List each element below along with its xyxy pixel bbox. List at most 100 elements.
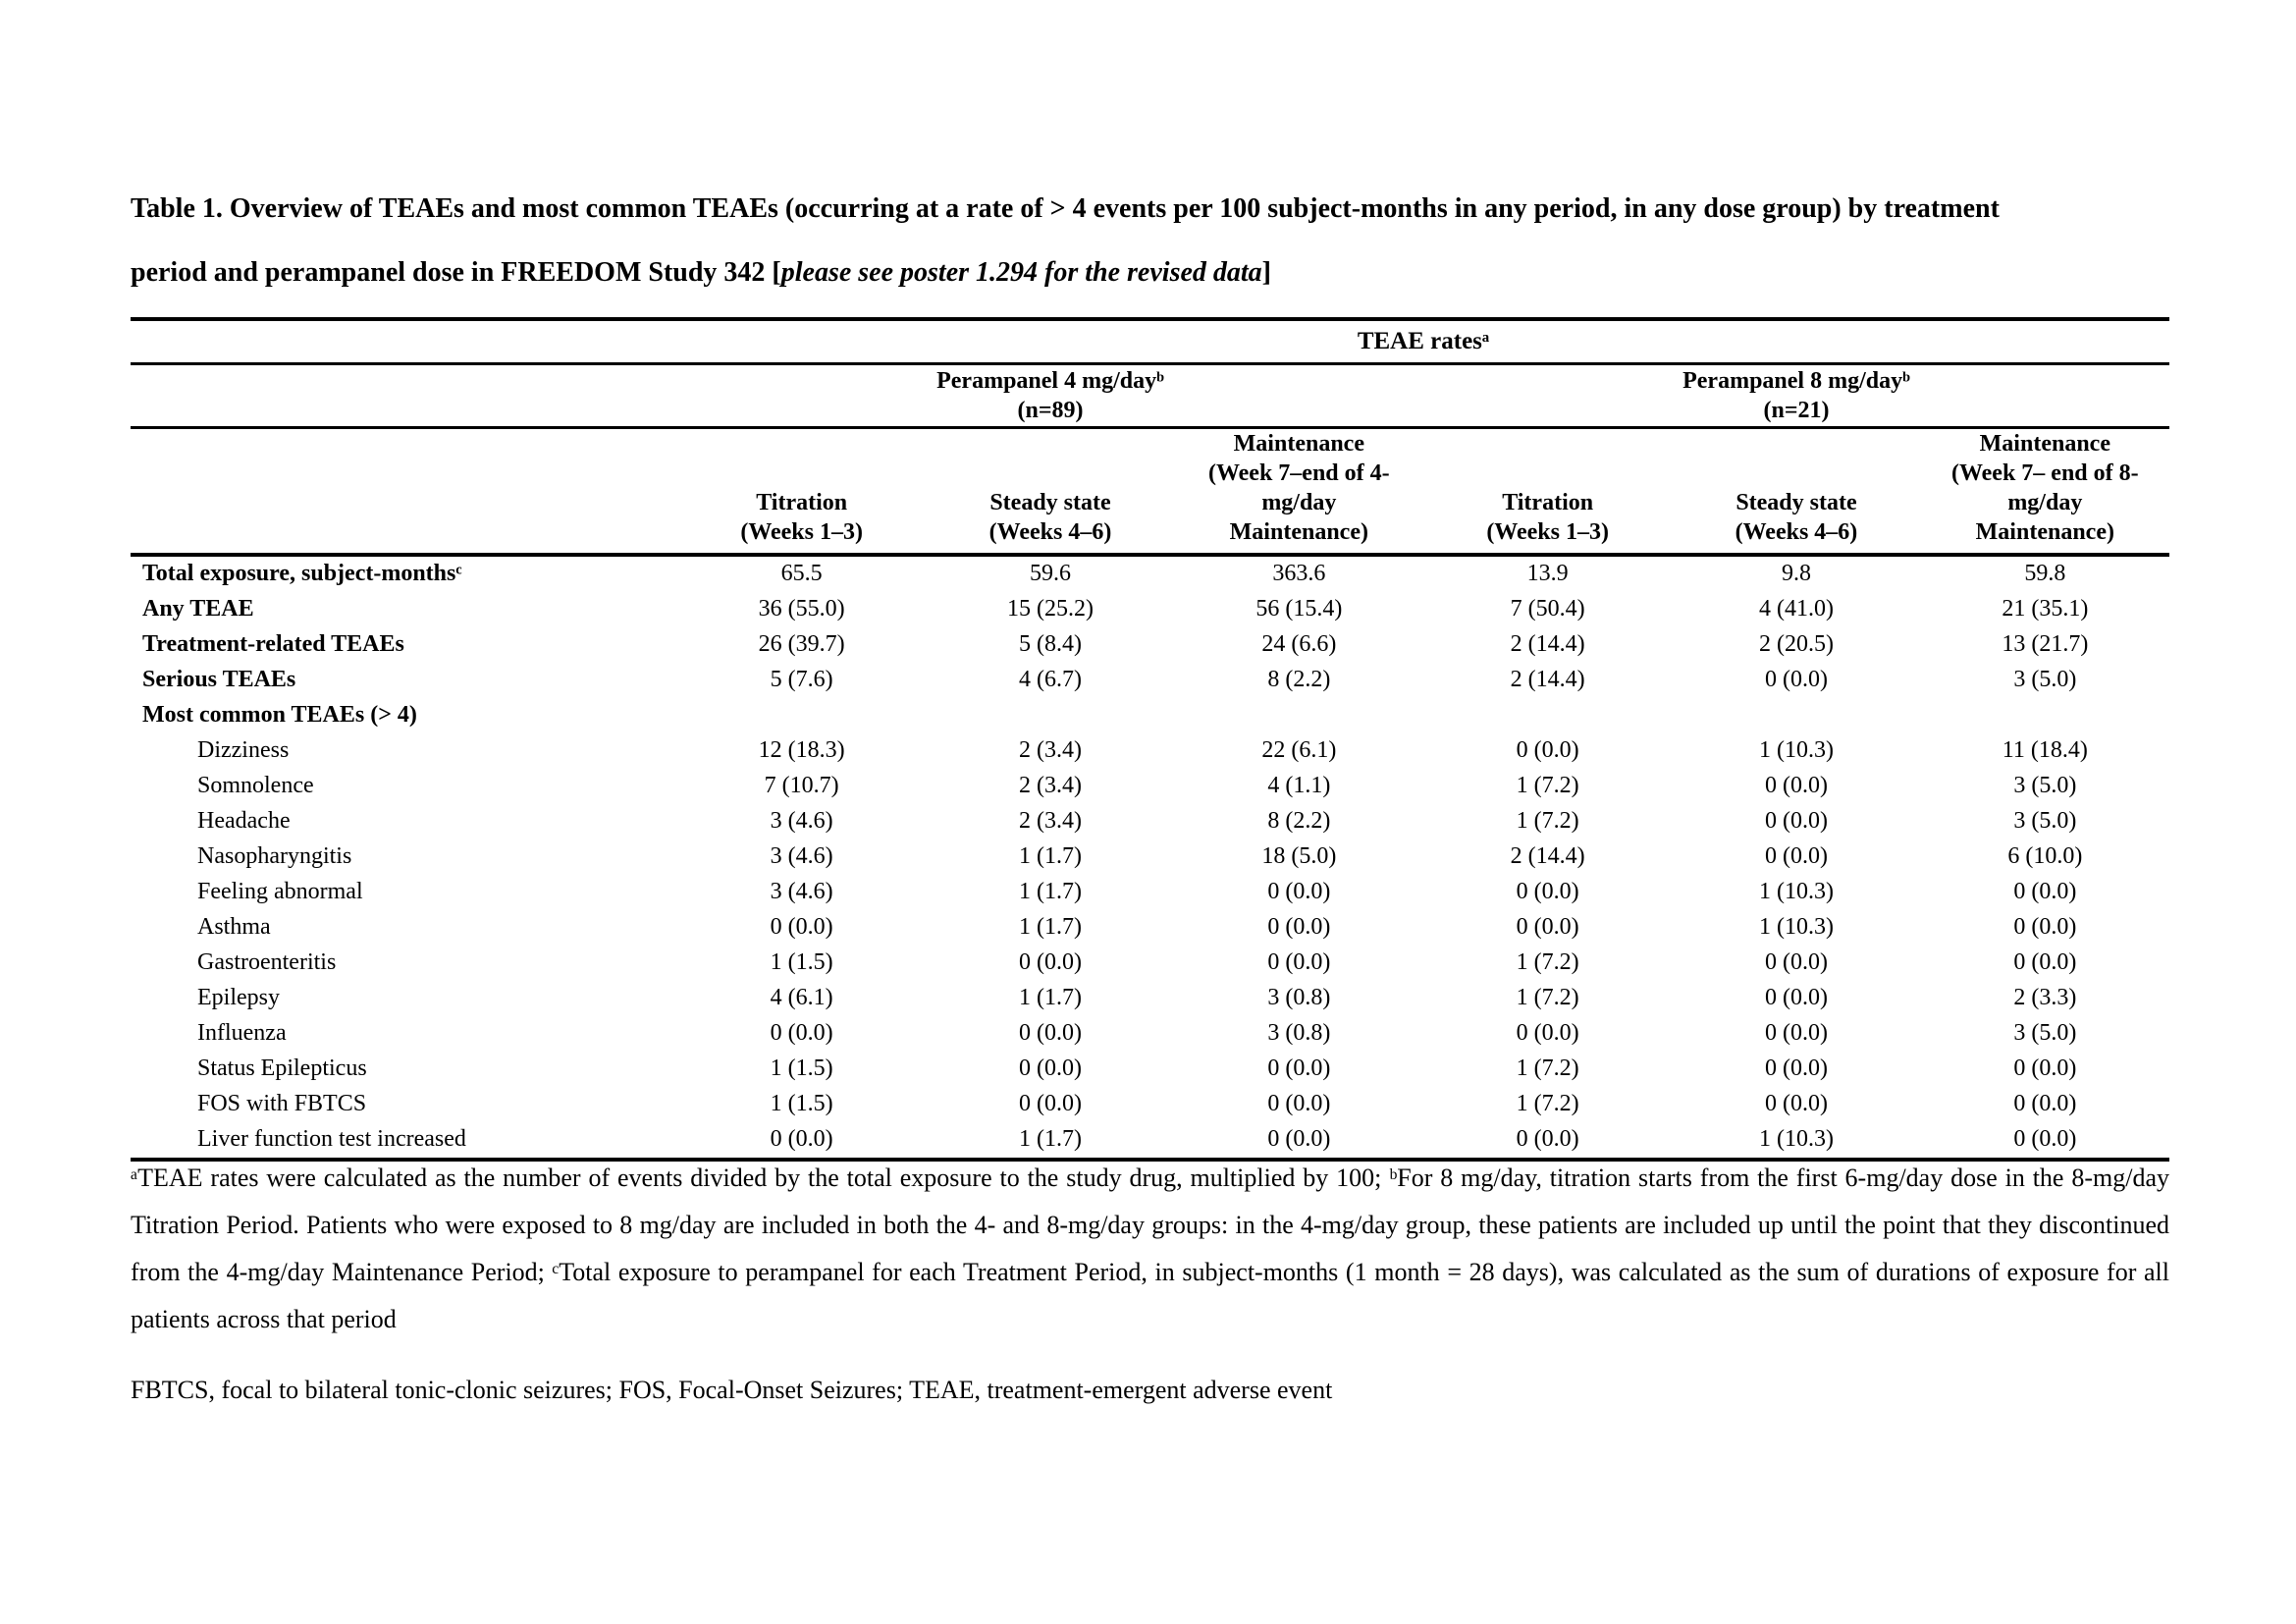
cell-value: 15 (25.2) [1007, 596, 1094, 622]
column-header-steady-state-8mg: Steady state (Weeks 4–6) [1735, 489, 1858, 545]
cell-value: 0 (0.0) [1267, 914, 1331, 940]
cell-value [1175, 698, 1423, 733]
cell-value: 1 (10.3) [1758, 1126, 1834, 1152]
row-label: Asthma [197, 914, 271, 940]
cell-value: 0 (0.0) [1764, 843, 1828, 869]
cell-value: 0 (0.0) [1764, 1091, 1828, 1116]
cell-value: 1 (1.7) [1019, 843, 1082, 869]
cell-value: 0 (0.0) [1764, 985, 1828, 1010]
cell-value: 363.6 [1272, 561, 1326, 586]
cell-value: 0 (0.0) [2013, 914, 2077, 940]
cell-value: 0 (0.0) [1267, 949, 1331, 975]
cell-value: 0 (0.0) [1267, 1126, 1331, 1152]
table-row: Total exposure, subject-monthsᶜ 65.5 59.6 3… [131, 555, 2169, 592]
cell-value: 5 (7.6) [770, 667, 833, 692]
row-label: Serious TEAEs [142, 667, 296, 692]
cell-value: 22 (6.1) [1261, 737, 1337, 763]
cell-value: 2 (14.4) [1510, 843, 1585, 869]
cell-value: 0 (0.0) [2013, 1056, 2077, 1081]
group-header-8mg-label: Perampanel 8 mg/dayᵇ [1682, 367, 1910, 394]
row-label: Liver function test increased [197, 1126, 466, 1152]
table-row: FOS with FBTCS 1 (1.5) 0 (0.0) 0 (0.0) 1 (7.… [131, 1087, 2169, 1122]
cell-value: 13 (21.7) [2002, 631, 2089, 657]
stub-spacer [131, 363, 677, 427]
cell-value: 6 (10.0) [2007, 843, 2083, 869]
row-label: Influenza [197, 1020, 287, 1046]
cell-value: 13.9 [1526, 561, 1569, 586]
cell-value: 21 (35.1) [2002, 596, 2089, 622]
cell-value: 4 (6.7) [1019, 667, 1082, 692]
group-header-8mg: Perampanel 8 mg/dayᵇ (n=21) [1423, 363, 2169, 427]
teae-table: TEAE ratesᵃ Perampanel 4 mg/dayᵇ (n=89) … [131, 317, 2169, 1162]
table-row: Liver function test increased 0 (0.0) 1 (1… [131, 1122, 2169, 1160]
cell-value: 1 (1.7) [1019, 1126, 1082, 1152]
table-row: Influenza 0 (0.0) 0 (0.0) 3 (0.8) 0 (0.0) 0 (… [131, 1016, 2169, 1052]
cell-value: 1 (1.5) [770, 1056, 833, 1081]
cell-value: 1 (1.7) [1019, 879, 1082, 904]
cell-value: 59.8 [2024, 561, 2066, 586]
cell-value: 0 (0.0) [1267, 879, 1331, 904]
stub-spacer [131, 427, 677, 555]
cell-value: 1 (7.2) [1516, 808, 1579, 834]
cell-value: 1 (1.5) [770, 1091, 833, 1116]
cell-value: 3 (0.8) [1267, 985, 1331, 1010]
cell-value: 1 (10.3) [1758, 879, 1834, 904]
cell-value: 2 (3.4) [1019, 773, 1082, 798]
cell-value: 9.8 [1781, 561, 1811, 586]
period-header-row: Titration (Weeks 1–3) Steady state (Week… [131, 427, 2169, 555]
footnotes: ᵃTEAE rates were calculated as the numbe… [131, 1155, 2169, 1414]
cell-value: 3 (0.8) [1267, 1020, 1331, 1046]
stub-spacer [131, 319, 677, 363]
row-label: Somnolence [197, 773, 314, 798]
table-title-text: Table 1. Overview of TEAEs and most comm… [131, 193, 2000, 288]
table-row: Epilepsy 4 (6.1) 1 (1.7) 3 (0.8) 1 (7.2) 0 (0… [131, 981, 2169, 1016]
group-header-4mg-n: (n=89) [1017, 397, 1084, 423]
cell-value: 4 (1.1) [1267, 773, 1331, 798]
footnote-text: ᵃTEAE rates were calculated as the numbe… [131, 1164, 2169, 1333]
cell-value: 3 (5.0) [2013, 773, 2077, 798]
cell-value: 36 (55.0) [758, 596, 845, 622]
table-row: Any TEAE 36 (55.0) 15 (25.2) 56 (15.4) 7 (50… [131, 592, 2169, 627]
group-header-8mg-n: (n=21) [1763, 397, 1830, 423]
cell-value: 0 (0.0) [770, 1126, 833, 1152]
column-header-maintenance-4mg: Maintenance (Week 7–end of 4- mg/day Mai… [1207, 430, 1390, 545]
row-label: Feeling abnormal [197, 879, 363, 904]
cell-value: 0 (0.0) [1764, 1056, 1828, 1081]
cell-value: 0 (0.0) [1764, 667, 1828, 692]
cell-value: 0 (0.0) [1764, 1020, 1828, 1046]
cell-value: 0 (0.0) [2013, 1091, 2077, 1116]
cell-value: 1 (1.7) [1019, 914, 1082, 940]
cell-value: 4 (6.1) [770, 985, 833, 1010]
cell-value: 2 (3.4) [1019, 737, 1082, 763]
abbreviations-text: FBTCS, focal to bilateral tonic-clonic s… [131, 1376, 1333, 1404]
row-label: Any TEAE [142, 596, 254, 622]
cell-value: 2 (3.4) [1019, 808, 1082, 834]
row-label: Most common TEAEs (> 4) [142, 702, 417, 728]
row-label: Total exposure, subject-monthsᶜ [142, 561, 462, 586]
cell-value: 1 (7.2) [1516, 773, 1579, 798]
cell-value: 3 (4.6) [770, 843, 833, 869]
row-label: Dizziness [197, 737, 290, 763]
row-label: Nasopharyngitis [197, 843, 352, 869]
cell-value: 7 (10.7) [764, 773, 839, 798]
cell-value: 3 (5.0) [2013, 667, 2077, 692]
cell-value: 2 (14.4) [1510, 667, 1585, 692]
cell-value: 0 (0.0) [2013, 879, 2077, 904]
cell-value: 59.6 [1029, 561, 1071, 586]
cell-value: 0 (0.0) [1516, 1020, 1579, 1046]
cell-value [1921, 698, 2169, 733]
column-header-maintenance-8mg: Maintenance (Week 7– end of 8- mg/day Ma… [1950, 430, 2139, 545]
cell-value: 2 (14.4) [1510, 631, 1585, 657]
cell-value: 0 (0.0) [2013, 1126, 2077, 1152]
cell-value: 0 (0.0) [770, 914, 833, 940]
group-header-4mg: Perampanel 4 mg/dayᵇ (n=89) [677, 363, 1423, 427]
table-row: Serious TEAEs 5 (7.6) 4 (6.7) 8 (2.2) 2 (14.… [131, 663, 2169, 698]
column-header-titration-4mg: Titration (Weeks 1–3) [740, 489, 863, 545]
cell-value: 5 (8.4) [1019, 631, 1082, 657]
table-title-italic-note: please see poster 1.294 for the revised … [780, 257, 1262, 288]
cell-value: 2 (20.5) [1758, 631, 1834, 657]
cell-value: 2 (3.3) [2013, 985, 2077, 1010]
cell-value: 3 (5.0) [2013, 808, 2077, 834]
table-body: Total exposure, subject-monthsᶜ 65.5 59.6 3… [131, 555, 2169, 1160]
